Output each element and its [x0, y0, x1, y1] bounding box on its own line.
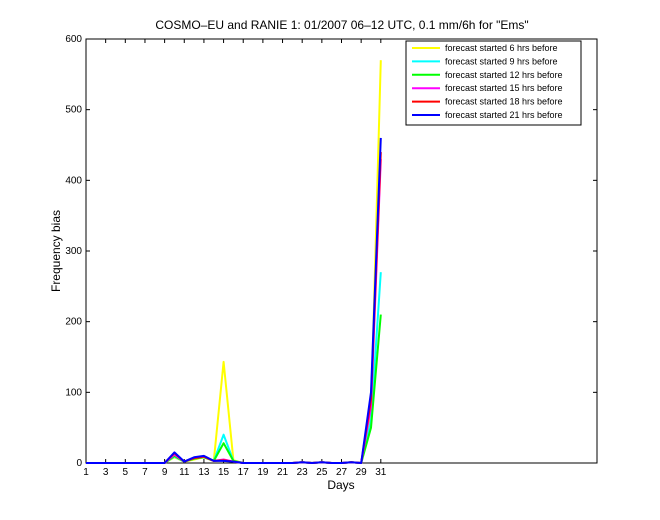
- x-tick-label: 7: [142, 467, 148, 478]
- x-tick-label: 9: [162, 467, 168, 478]
- x-tick-label: 27: [336, 467, 348, 478]
- legend: forecast started 6 hrs before forecast st…: [405, 40, 582, 126]
- y-tick-label: 200: [65, 317, 82, 328]
- series-line-6: [86, 137, 382, 464]
- x-tick-label: 5: [123, 467, 129, 478]
- x-tick-label: 31: [375, 467, 387, 478]
- x-tick-label: 19: [257, 467, 269, 478]
- x-tick-label: 23: [297, 467, 309, 478]
- axis-ticks: 1 3 5 7 9 11 13 15 17 19 21 23 25 27 29 310100200300400…: [65, 34, 597, 478]
- x-tick-label: 11: [179, 467, 190, 478]
- x-tick-label: 21: [277, 467, 289, 478]
- y-tick-label: 400: [65, 175, 82, 186]
- legend-entry-3: forecast started 12 hrs before: [445, 70, 563, 80]
- x-tick-label: 13: [198, 467, 210, 478]
- x-axis-label: Days: [327, 478, 354, 492]
- legend-entry-4: forecast started 15 hrs before: [445, 83, 563, 93]
- legend-entry-2: forecast started 9 hrs before: [445, 56, 558, 66]
- x-tick-label: 1: [83, 467, 89, 478]
- x-tick-label: 15: [218, 467, 230, 478]
- legend-entry-5: forecast started 18 hrs before: [445, 97, 563, 107]
- series-lines: [86, 60, 382, 464]
- x-tick-label: 3: [103, 467, 109, 478]
- x-tick-label: 17: [238, 467, 250, 478]
- x-tick-label: 29: [356, 467, 368, 478]
- legend-entry-1: forecast started 6 hrs before: [445, 43, 558, 53]
- y-tick-label: 500: [65, 105, 82, 116]
- y-tick-label: 600: [65, 34, 82, 45]
- legend-entry-6: forecast started 21 hrs before: [445, 110, 563, 120]
- x-tick-label: 25: [316, 467, 328, 478]
- legend-box: [405, 40, 582, 126]
- y-tick-label: 300: [65, 246, 82, 257]
- chart-title: COSMO–EU and RANIE 1: 01/2007 06–12 UTC,…: [155, 18, 528, 32]
- y-tick-label: 0: [76, 458, 82, 469]
- y-axis-label: Frequency bias: [49, 210, 63, 292]
- y-tick-label: 100: [65, 387, 82, 398]
